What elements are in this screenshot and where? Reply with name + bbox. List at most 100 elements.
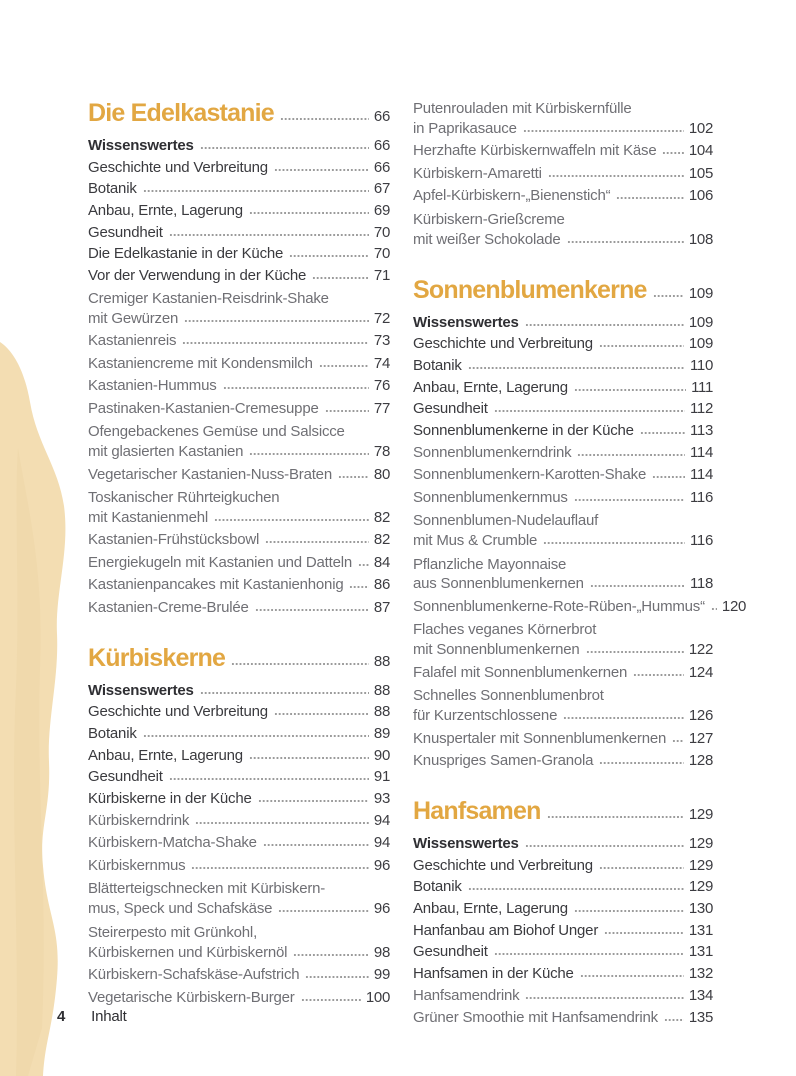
dotted-leader — [579, 974, 684, 979]
page-number: 71 — [373, 267, 390, 285]
toc-entry-line: Kürbiskern-Grießcreme — [413, 210, 565, 228]
toc-entry: Wissenswertes 88 — [88, 682, 390, 704]
toc-entry-label: Herzhafte Kürbiskernwaffeln mit Käse — [413, 142, 657, 160]
page-number: 94 — [373, 811, 390, 829]
dotted-leader — [524, 322, 684, 327]
dotted-leader — [598, 865, 684, 870]
page-number: 88 — [373, 703, 390, 721]
toc-entry-label: Kastanien-Creme-Brulée — [88, 598, 249, 616]
toc-entry-label: Falafel mit Sonnenblumenkernen — [413, 663, 628, 681]
toc-entry-label: Sonnenblumenkern-Karotten-Shake — [413, 466, 647, 484]
toc-entry: Hanfsamen in der Küche 132 — [413, 965, 713, 987]
page-number: 135 — [688, 1009, 713, 1027]
toc-entry-label: für Kurzentschlossene — [413, 707, 558, 725]
toc-entry: Blätterteigschnecken mit Kürbiskern-mus,… — [88, 879, 390, 921]
dotted-leader — [604, 930, 684, 935]
page-number: 108 — [688, 230, 713, 248]
dotted-leader — [467, 365, 685, 370]
page-number: 99 — [373, 966, 390, 984]
dotted-leader — [585, 650, 684, 655]
toc-entry: Vor der Verwendung in der Küche 71 — [88, 267, 390, 289]
dotted-leader — [248, 755, 369, 760]
dotted-leader — [324, 408, 369, 413]
page-number: 116 — [689, 488, 713, 506]
dotted-leader — [273, 712, 369, 717]
dotted-leader — [289, 254, 369, 259]
dotted-leader — [639, 431, 685, 436]
dotted-leader — [184, 318, 369, 323]
page-number: 73 — [373, 332, 390, 350]
toc-entry-label: aus Sonnenblumenkernen — [413, 575, 584, 593]
toc-entry-label: Apfel-Kürbiskern-„Bienenstich“ — [413, 187, 611, 205]
page-number: 70 — [373, 245, 390, 263]
page-number: 88 — [373, 652, 390, 670]
page-footer: 4 Inhalt — [57, 1008, 127, 1025]
toc-entry-label: Kastanien-Frühstücksbowl — [88, 531, 260, 549]
page-number: 129 — [688, 856, 713, 874]
chapter-heading: Hanfsamen 129 — [413, 797, 713, 828]
toc-entry: Schnelles Sonnenblumenbrot für Kurzentsch… — [413, 686, 713, 728]
toc-entry: Sonnenblumenkernmus 116 — [413, 489, 713, 510]
toc-entry-label: Botanik — [413, 878, 462, 896]
toc-entry-label: Gesundheit — [413, 943, 488, 961]
toc-entry: Grüner Smoothie mit Hanfsamendrink 135 — [413, 1009, 713, 1030]
toc-entry-label: mit Mus & Crumble — [413, 532, 538, 550]
toc-entry-label: Gesundheit — [88, 768, 163, 786]
dotted-leader — [254, 607, 369, 612]
toc-entry-label: in Paprikasauce — [413, 119, 517, 137]
dotted-leader — [633, 672, 684, 677]
page-number: 120 — [721, 597, 747, 615]
toc-entry-label: Sonnenblumenkerndrink — [413, 443, 572, 461]
page-number: 102 — [688, 119, 713, 137]
toc-entry: Botanik 67 — [88, 180, 390, 202]
dotted-leader — [249, 452, 369, 457]
chapter-title: Die Edelkastanie — [88, 99, 275, 127]
toc-entry-label: Vegetarische Kürbiskern-Burger — [88, 988, 295, 1006]
toc-entry-label: mit weißer Schokolade — [413, 230, 561, 248]
dotted-leader — [142, 734, 369, 739]
dotted-leader — [467, 887, 684, 892]
page-number: 76 — [373, 377, 390, 395]
toc-entry-label: Sonnenblumenkerne-Rote-Rüben-„Hummus“ — [413, 597, 705, 615]
toc-entry: Kastanien-Hummus 76 — [88, 377, 390, 398]
toc-entry: Herzhafte Kürbiskernwaffeln mit Käse 104 — [413, 142, 713, 163]
page-number: 96 — [373, 900, 390, 918]
toc-entry-label: mit glasierten Kastanien — [88, 443, 244, 461]
chapter-heading: Kürbiskerne 88 — [88, 644, 390, 675]
dotted-leader — [168, 777, 369, 782]
toc-entry-label: Botanik — [88, 725, 137, 743]
toc-entry-label: Kürbiskernmus — [88, 856, 186, 874]
toc-entry-label: Kastanienpancakes mit Kastanienhonig — [88, 576, 344, 594]
toc-entry: Pastinaken-Kastanien-Cremesuppe 77 — [88, 400, 390, 421]
dotted-leader — [522, 128, 684, 133]
page-number: 116 — [689, 532, 713, 550]
toc-entry: Sonnenblumenkerne-Rote-Rüben-„Hummus“ 120 — [413, 597, 746, 619]
dotted-leader — [573, 387, 687, 392]
toc-entry: Kürbiskerne in der Küche 93 — [88, 790, 390, 812]
page-number: 80 — [373, 465, 390, 483]
page-number: 132 — [688, 965, 713, 983]
toc-entry: Falafel mit Sonnenblumenkernen 124 — [413, 664, 713, 685]
page-number: 94 — [373, 834, 390, 852]
dotted-leader — [337, 474, 369, 479]
dotted-leader — [195, 820, 369, 825]
dotted-leader — [305, 975, 369, 980]
toc-entry-label: Anbau, Ernte, Lagerung — [88, 746, 243, 764]
toc-entry-label: Anbau, Ernte, Lagerung — [413, 900, 568, 918]
page-number: 66 — [373, 137, 390, 154]
page-number: 109 — [688, 335, 713, 353]
toc-entry: Knuspriges Samen-Granola 128 — [413, 752, 713, 773]
toc-column-left: Die Edelkastanie 66 Wissenswertes 66 Geschic… — [88, 99, 390, 1011]
toc-entry: Kürbiskerndrink 94 — [88, 812, 390, 833]
dotted-leader — [543, 541, 685, 546]
toc-entry: Sonnenblumenkerndrink 114 — [413, 444, 713, 465]
toc-entry: Anbau, Ernte, Lagerung 111 — [413, 379, 713, 401]
toc-entry: Kastanien-Frühstücksbowl 82 — [88, 531, 390, 552]
toc-entry-label: Geschichte und Verbreitung — [413, 856, 593, 874]
toc-entry: Die Edelkastanie in der Küche 70 — [88, 245, 390, 267]
page-number: 82 — [373, 508, 390, 526]
dotted-leader — [273, 167, 369, 172]
toc-entry: Steirerpesto mit Grünkohl, Kürbiskernen u… — [88, 923, 390, 965]
toc-entry: Botanik 129 — [413, 878, 713, 900]
dotted-leader — [278, 909, 369, 914]
